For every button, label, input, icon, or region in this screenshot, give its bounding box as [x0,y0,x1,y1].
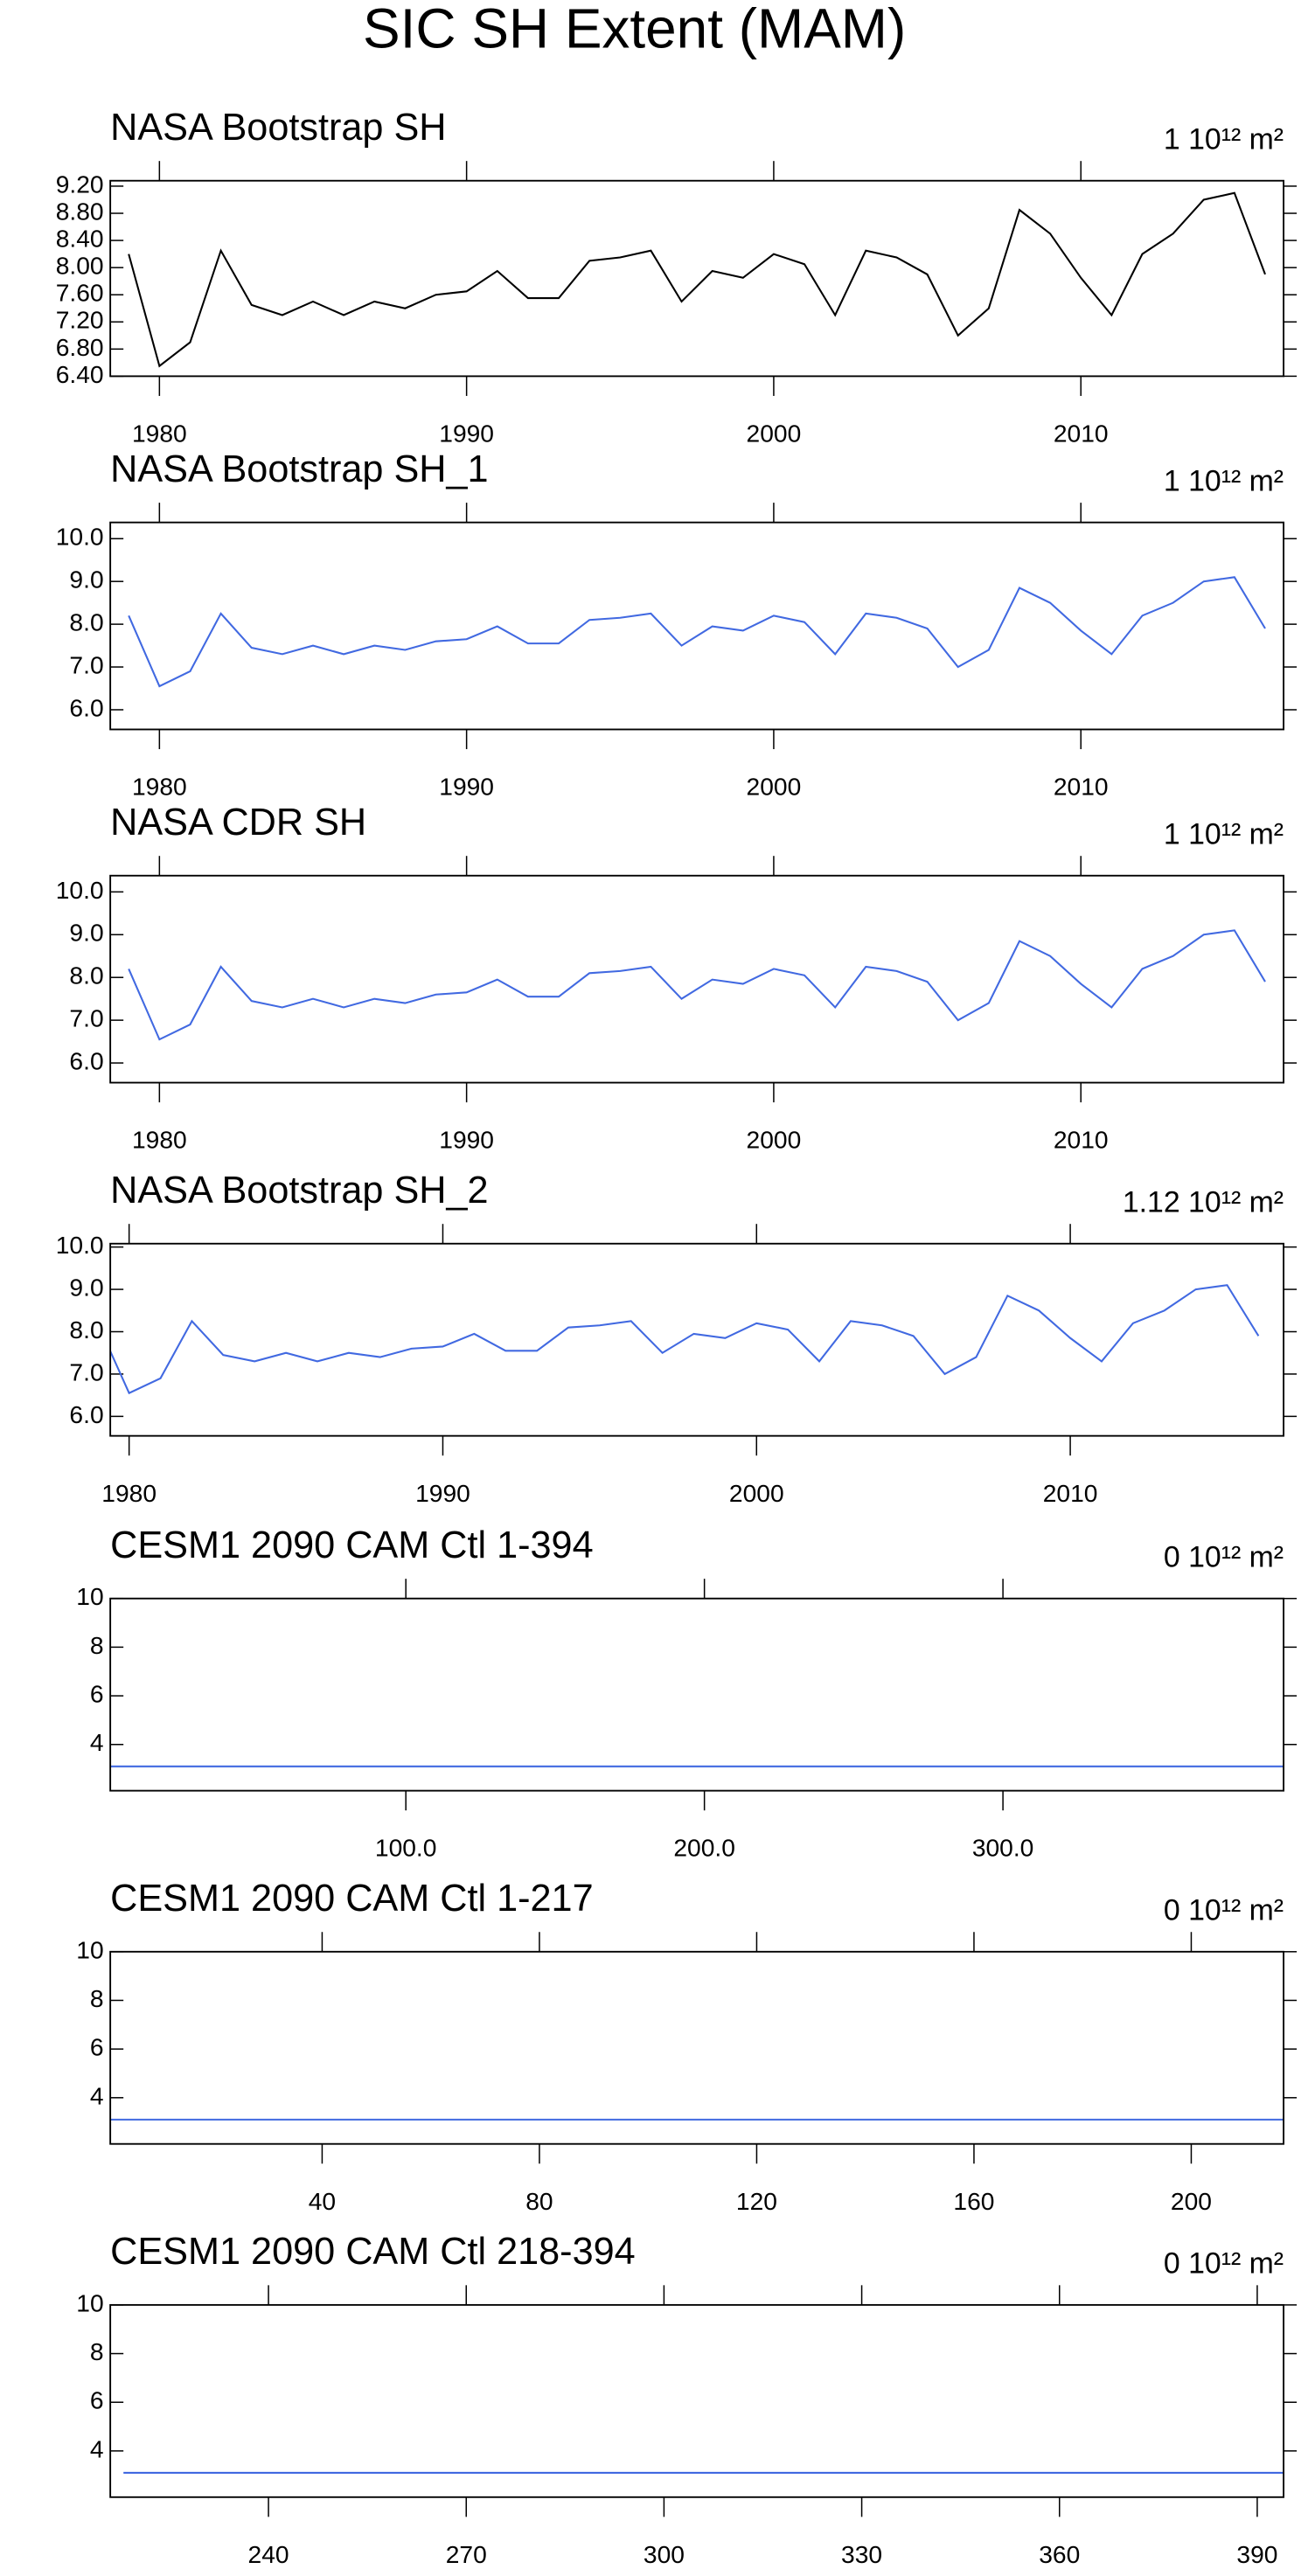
x-tick-label: 120 [736,2187,777,2215]
y-tick-label: 6.80 [56,333,104,361]
y-tick-label: 10.0 [56,1231,104,1259]
x-tick-label: 1990 [439,773,494,801]
plot-frame [109,521,1285,731]
x-tick-label: 1980 [132,1126,187,1154]
y-tick-label: 9.0 [69,1274,103,1302]
x-tick-label: 2010 [1054,420,1109,448]
y-tick-label: 6.40 [56,360,104,388]
y-tick-label: 7.60 [56,279,104,307]
x-tick-label: 200.0 [673,1834,735,1862]
panel-title: CESM1 2090 CAM Ctl 1-217 [110,1878,593,1920]
x-tick-label: 360 [1039,2540,1080,2568]
x-tick-label: 1980 [101,1479,157,1507]
unit-label: 0 10¹² m² [1164,2247,1284,2281]
data-line [128,191,1266,368]
panel: NASA Bootstrap SH_1 1 10¹² m² 6.0 7.0 8.0 9.0… [56,448,1298,801]
y-tick-label: 10 [76,1582,103,1610]
y-tick-label: 10 [76,2288,103,2316]
x-tick-label: 2010 [1054,773,1109,801]
unit-label: 1 10¹² m² [1164,123,1284,156]
panel-title: NASA Bootstrap SH [110,107,446,149]
y-tick-label: 7.0 [69,651,103,679]
plot-frame [109,1950,1285,2145]
y-tick-label: 8.0 [69,608,103,636]
panel-title: NASA CDR SH [110,802,366,844]
panel: NASA CDR SH 1 10¹² m² 6.0 7.0 8.0 9.0 10.0 1980… [56,802,1298,1154]
y-tick-label: 7.0 [69,1357,103,1385]
x-tick-label: 2010 [1054,1126,1109,1154]
x-tick-label: 300 [644,2540,685,2568]
x-tick-label: 160 [953,2187,994,2215]
data-line [128,929,1266,1041]
y-tick-label: 7.20 [56,306,104,334]
x-tick-label: 300.0 [972,1834,1034,1862]
y-tick-label: 8 [90,2337,104,2365]
panel-title: NASA Bootstrap SH_1 [110,448,488,490]
y-tick-label: 9.0 [69,566,103,594]
panel: CESM1 2090 CAM Ctl 1-394 0 10¹² m² 4 6 8 10 10… [76,1524,1298,1862]
x-tick-label: 1980 [132,420,187,448]
y-tick-label: 8 [90,1984,104,2012]
plot-frame [109,1597,1285,1792]
plot-frame [109,179,1285,378]
y-tick-label: 7.0 [69,1004,103,1032]
panel: CESM1 2090 CAM Ctl 1-217 0 10¹² m² 4 6 8 10 40… [76,1878,1298,2215]
x-tick-label: 100.0 [375,1834,437,1862]
data-line [128,576,1266,688]
y-tick-label: 6.0 [69,1047,103,1075]
y-tick-label: 8.0 [69,962,103,989]
y-tick-label: 9.20 [56,170,104,198]
unit-label: 1 10¹² m² [1164,818,1284,851]
panel: CESM1 2090 CAM Ctl 218-394 0 10¹² m² 4 6 8 10… [76,2231,1298,2568]
y-tick-label: 8.40 [56,225,104,253]
figure-title: SIC SH Extent (MAM) [363,0,906,59]
y-tick-label: 4 [90,1728,104,1756]
unit-label: 1.12 10¹² m² [1123,1186,1284,1219]
y-tick-label: 6.0 [69,693,103,721]
y-tick-label: 6.0 [69,1400,103,1428]
panel: NASA Bootstrap SH_2 1.12 10¹² m² 6.0 7.0 8.0… [56,1170,1298,1507]
panel-title: CESM1 2090 CAM Ctl 1-394 [110,1524,593,1566]
y-tick-label: 6 [90,1680,104,1708]
y-tick-label: 10.0 [56,523,104,551]
panel-title: CESM1 2090 CAM Ctl 218-394 [110,2231,636,2273]
y-tick-label: 8.80 [56,197,104,225]
y-tick-label: 4 [90,2434,104,2462]
x-tick-label: 2000 [747,773,802,801]
x-tick-label: 2000 [747,420,802,448]
x-tick-label: 2010 [1043,1479,1098,1507]
y-tick-label: 9.0 [69,919,103,947]
plot-frame [109,2303,1285,2498]
x-tick-label: 330 [841,2540,882,2568]
y-tick-label: 4 [90,2081,104,2109]
x-tick-label: 2000 [747,1126,802,1154]
plot-frame [109,874,1285,1084]
y-tick-label: 8.00 [56,252,104,280]
x-tick-label: 240 [248,2540,289,2568]
x-tick-label: 2000 [729,1479,784,1507]
x-tick-label: 40 [309,2187,336,2215]
unit-label: 0 10¹² m² [1164,1894,1284,1927]
x-tick-label: 270 [446,2540,487,2568]
x-tick-label: 1980 [132,773,187,801]
x-tick-label: 1990 [439,420,494,448]
y-tick-label: 10.0 [56,876,104,904]
data-line [110,1284,1260,1395]
x-tick-label: 390 [1236,2540,1277,2568]
y-tick-label: 6 [90,2386,104,2414]
unit-label: 0 10¹² m² [1164,1541,1284,1574]
panel-title: NASA Bootstrap SH_2 [110,1170,488,1212]
y-tick-label: 6 [90,2033,104,2061]
y-tick-label: 10 [76,1935,103,1963]
x-tick-label: 1990 [415,1479,470,1507]
y-tick-label: 8.0 [69,1316,103,1344]
x-tick-label: 1990 [439,1126,494,1154]
y-tick-label: 8 [90,1631,104,1659]
panel: NASA Bootstrap SH 1 10¹² m² 6.406.807.207.… [56,107,1298,448]
x-tick-label: 200 [1171,2187,1212,2215]
unit-label: 1 10¹² m² [1164,465,1284,498]
x-tick-label: 80 [525,2187,553,2215]
plot-frame [109,1242,1285,1437]
